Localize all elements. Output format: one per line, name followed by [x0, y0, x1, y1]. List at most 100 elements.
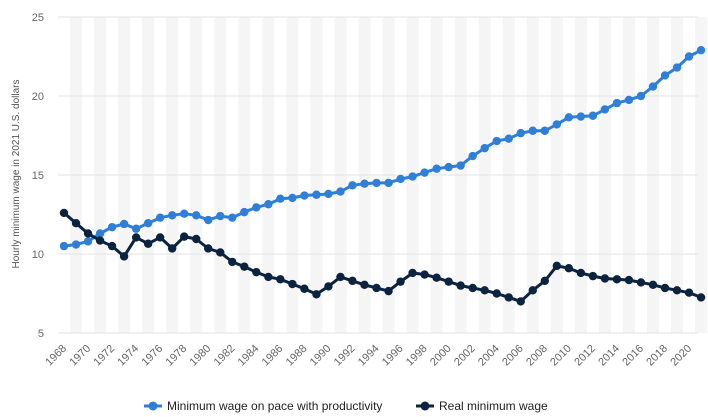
data-point-productivity[interactable]: [59, 241, 69, 251]
data-point-productivity[interactable]: [204, 215, 213, 225]
data-point-real-wage[interactable]: [276, 275, 285, 284]
data-point-productivity[interactable]: [408, 172, 417, 181]
data-point-real-wage[interactable]: [155, 233, 165, 242]
data-point-productivity[interactable]: [83, 237, 93, 246]
data-point-real-wage[interactable]: [444, 277, 453, 286]
data-point-real-wage[interactable]: [192, 234, 201, 244]
data-point-productivity[interactable]: [420, 168, 429, 177]
data-point-real-wage[interactable]: [252, 267, 261, 277]
data-point-real-wage[interactable]: [216, 248, 225, 257]
data-point-real-wage[interactable]: [107, 241, 117, 251]
data-point-real-wage[interactable]: [396, 277, 405, 286]
data-point-real-wage[interactable]: [71, 218, 81, 228]
data-point-real-wage[interactable]: [540, 276, 549, 286]
data-point-real-wage[interactable]: [516, 297, 525, 306]
data-point-productivity[interactable]: [228, 213, 237, 222]
data-point-real-wage[interactable]: [480, 286, 489, 295]
data-point-real-wage[interactable]: [228, 257, 237, 267]
data-point-productivity[interactable]: [155, 213, 165, 222]
data-point-real-wage[interactable]: [348, 276, 357, 286]
data-point-productivity[interactable]: [216, 211, 225, 221]
data-point-productivity[interactable]: [348, 181, 357, 190]
data-point-productivity[interactable]: [288, 193, 297, 203]
data-point-productivity[interactable]: [492, 136, 501, 146]
data-point-productivity[interactable]: [468, 151, 477, 161]
data-point-productivity[interactable]: [384, 178, 393, 188]
data-point-real-wage[interactable]: [336, 272, 345, 282]
data-point-productivity[interactable]: [71, 240, 81, 249]
data-point-productivity[interactable]: [624, 95, 634, 105]
data-point-real-wage[interactable]: [59, 208, 69, 218]
data-point-real-wage[interactable]: [588, 271, 598, 281]
data-point-productivity[interactable]: [660, 71, 670, 80]
data-point-productivity[interactable]: [240, 207, 249, 217]
data-point-productivity[interactable]: [396, 174, 405, 184]
data-point-productivity[interactable]: [612, 98, 622, 108]
data-point-real-wage[interactable]: [95, 236, 105, 245]
data-point-real-wage[interactable]: [456, 281, 465, 290]
data-point-real-wage[interactable]: [143, 239, 153, 248]
data-point-real-wage[interactable]: [264, 272, 273, 282]
data-point-productivity[interactable]: [252, 203, 261, 212]
data-point-real-wage[interactable]: [204, 244, 213, 253]
data-point-real-wage[interactable]: [420, 270, 429, 279]
data-point-productivity[interactable]: [192, 211, 201, 220]
data-point-real-wage[interactable]: [684, 288, 694, 297]
data-point-productivity[interactable]: [564, 113, 574, 122]
data-point-real-wage[interactable]: [660, 283, 670, 293]
data-point-productivity[interactable]: [131, 224, 141, 233]
data-point-real-wage[interactable]: [288, 279, 297, 289]
data-point-productivity[interactable]: [456, 161, 465, 170]
legend-item-real-wage[interactable]: Real minimum wage: [416, 399, 548, 413]
data-point-productivity[interactable]: [372, 178, 381, 188]
data-point-productivity[interactable]: [684, 52, 694, 61]
data-point-real-wage[interactable]: [83, 229, 93, 238]
data-point-real-wage[interactable]: [648, 280, 658, 290]
data-point-productivity[interactable]: [360, 179, 369, 188]
data-point-real-wage[interactable]: [624, 275, 634, 285]
data-point-real-wage[interactable]: [672, 286, 682, 295]
data-point-real-wage[interactable]: [612, 275, 622, 284]
data-point-productivity[interactable]: [312, 190, 321, 199]
data-point-productivity[interactable]: [180, 209, 189, 218]
data-point-productivity[interactable]: [636, 91, 646, 101]
data-point-productivity[interactable]: [167, 211, 177, 220]
data-point-productivity[interactable]: [95, 229, 105, 238]
data-point-real-wage[interactable]: [492, 289, 501, 298]
data-point-real-wage[interactable]: [576, 268, 586, 278]
data-point-real-wage[interactable]: [372, 283, 381, 293]
data-point-real-wage[interactable]: [552, 261, 562, 271]
data-point-productivity[interactable]: [107, 222, 117, 232]
data-point-real-wage[interactable]: [360, 280, 369, 290]
data-point-productivity[interactable]: [672, 63, 682, 72]
data-point-real-wage[interactable]: [468, 283, 477, 293]
data-point-productivity[interactable]: [300, 191, 309, 200]
data-point-productivity[interactable]: [528, 126, 537, 135]
data-point-real-wage[interactable]: [167, 244, 177, 253]
data-point-real-wage[interactable]: [408, 268, 417, 278]
data-point-productivity[interactable]: [516, 128, 525, 138]
data-point-productivity[interactable]: [324, 189, 333, 199]
data-point-real-wage[interactable]: [528, 286, 537, 295]
data-point-productivity[interactable]: [696, 45, 706, 55]
data-point-real-wage[interactable]: [312, 290, 321, 299]
data-point-real-wage[interactable]: [564, 264, 574, 273]
data-point-real-wage[interactable]: [636, 278, 646, 287]
data-point-productivity[interactable]: [588, 111, 598, 120]
data-point-real-wage[interactable]: [600, 274, 610, 283]
data-point-productivity[interactable]: [504, 134, 513, 143]
data-point-productivity[interactable]: [143, 218, 153, 228]
data-point-productivity[interactable]: [444, 162, 453, 172]
data-point-real-wage[interactable]: [119, 252, 129, 261]
data-point-productivity[interactable]: [432, 164, 441, 173]
data-point-productivity[interactable]: [276, 194, 285, 203]
data-point-productivity[interactable]: [119, 219, 129, 229]
data-point-real-wage[interactable]: [324, 282, 333, 291]
data-point-real-wage[interactable]: [180, 232, 189, 241]
data-point-productivity[interactable]: [336, 187, 345, 196]
data-point-productivity[interactable]: [540, 126, 549, 135]
data-point-real-wage[interactable]: [432, 273, 441, 282]
data-point-real-wage[interactable]: [384, 286, 393, 296]
data-point-real-wage[interactable]: [504, 293, 513, 302]
data-point-real-wage[interactable]: [240, 262, 249, 271]
